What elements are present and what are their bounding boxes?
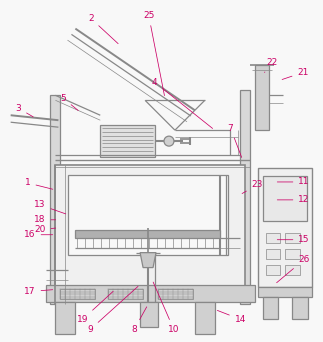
Text: 8: 8 xyxy=(131,307,147,334)
Text: 20: 20 xyxy=(34,225,56,234)
Bar xyxy=(158,289,193,300)
Bar xyxy=(257,168,312,288)
Bar xyxy=(286,249,300,259)
Bar xyxy=(292,298,308,319)
Bar xyxy=(263,298,278,319)
Text: 16: 16 xyxy=(24,230,53,239)
Text: 13: 13 xyxy=(34,200,66,214)
Text: 11: 11 xyxy=(277,177,310,186)
Text: 23: 23 xyxy=(242,181,263,194)
Text: 25: 25 xyxy=(143,11,164,95)
Bar xyxy=(286,265,300,275)
Text: 7: 7 xyxy=(228,124,242,157)
Bar xyxy=(195,302,215,334)
Text: 22: 22 xyxy=(265,58,277,73)
Text: 4: 4 xyxy=(152,78,213,129)
Text: 21: 21 xyxy=(282,68,309,79)
Bar xyxy=(60,289,95,300)
Text: 14: 14 xyxy=(217,311,246,324)
Bar xyxy=(56,165,245,289)
Bar xyxy=(266,265,280,275)
Bar xyxy=(108,289,143,300)
Bar xyxy=(255,65,268,130)
Text: 1: 1 xyxy=(25,179,53,189)
Text: 9: 9 xyxy=(88,286,138,334)
Bar xyxy=(100,125,155,157)
Text: 26: 26 xyxy=(276,255,310,283)
Text: 3: 3 xyxy=(16,104,33,117)
Text: 19: 19 xyxy=(77,291,113,324)
Text: 2: 2 xyxy=(88,14,118,44)
Bar xyxy=(56,302,75,334)
Bar xyxy=(286,233,300,243)
Bar xyxy=(263,176,307,221)
Bar xyxy=(140,302,158,327)
Bar xyxy=(240,90,250,304)
Bar xyxy=(68,175,228,255)
Bar xyxy=(266,233,280,243)
Bar xyxy=(75,230,220,238)
Text: 18: 18 xyxy=(34,215,56,224)
Text: 10: 10 xyxy=(153,282,180,334)
Polygon shape xyxy=(140,253,156,267)
Text: 12: 12 xyxy=(277,195,310,205)
Circle shape xyxy=(164,136,174,146)
Bar xyxy=(266,249,280,259)
Bar xyxy=(46,285,255,302)
Text: 5: 5 xyxy=(60,94,78,110)
Bar xyxy=(50,95,60,304)
Bar xyxy=(257,288,312,298)
Text: 15: 15 xyxy=(277,235,310,244)
Text: 17: 17 xyxy=(24,287,53,296)
